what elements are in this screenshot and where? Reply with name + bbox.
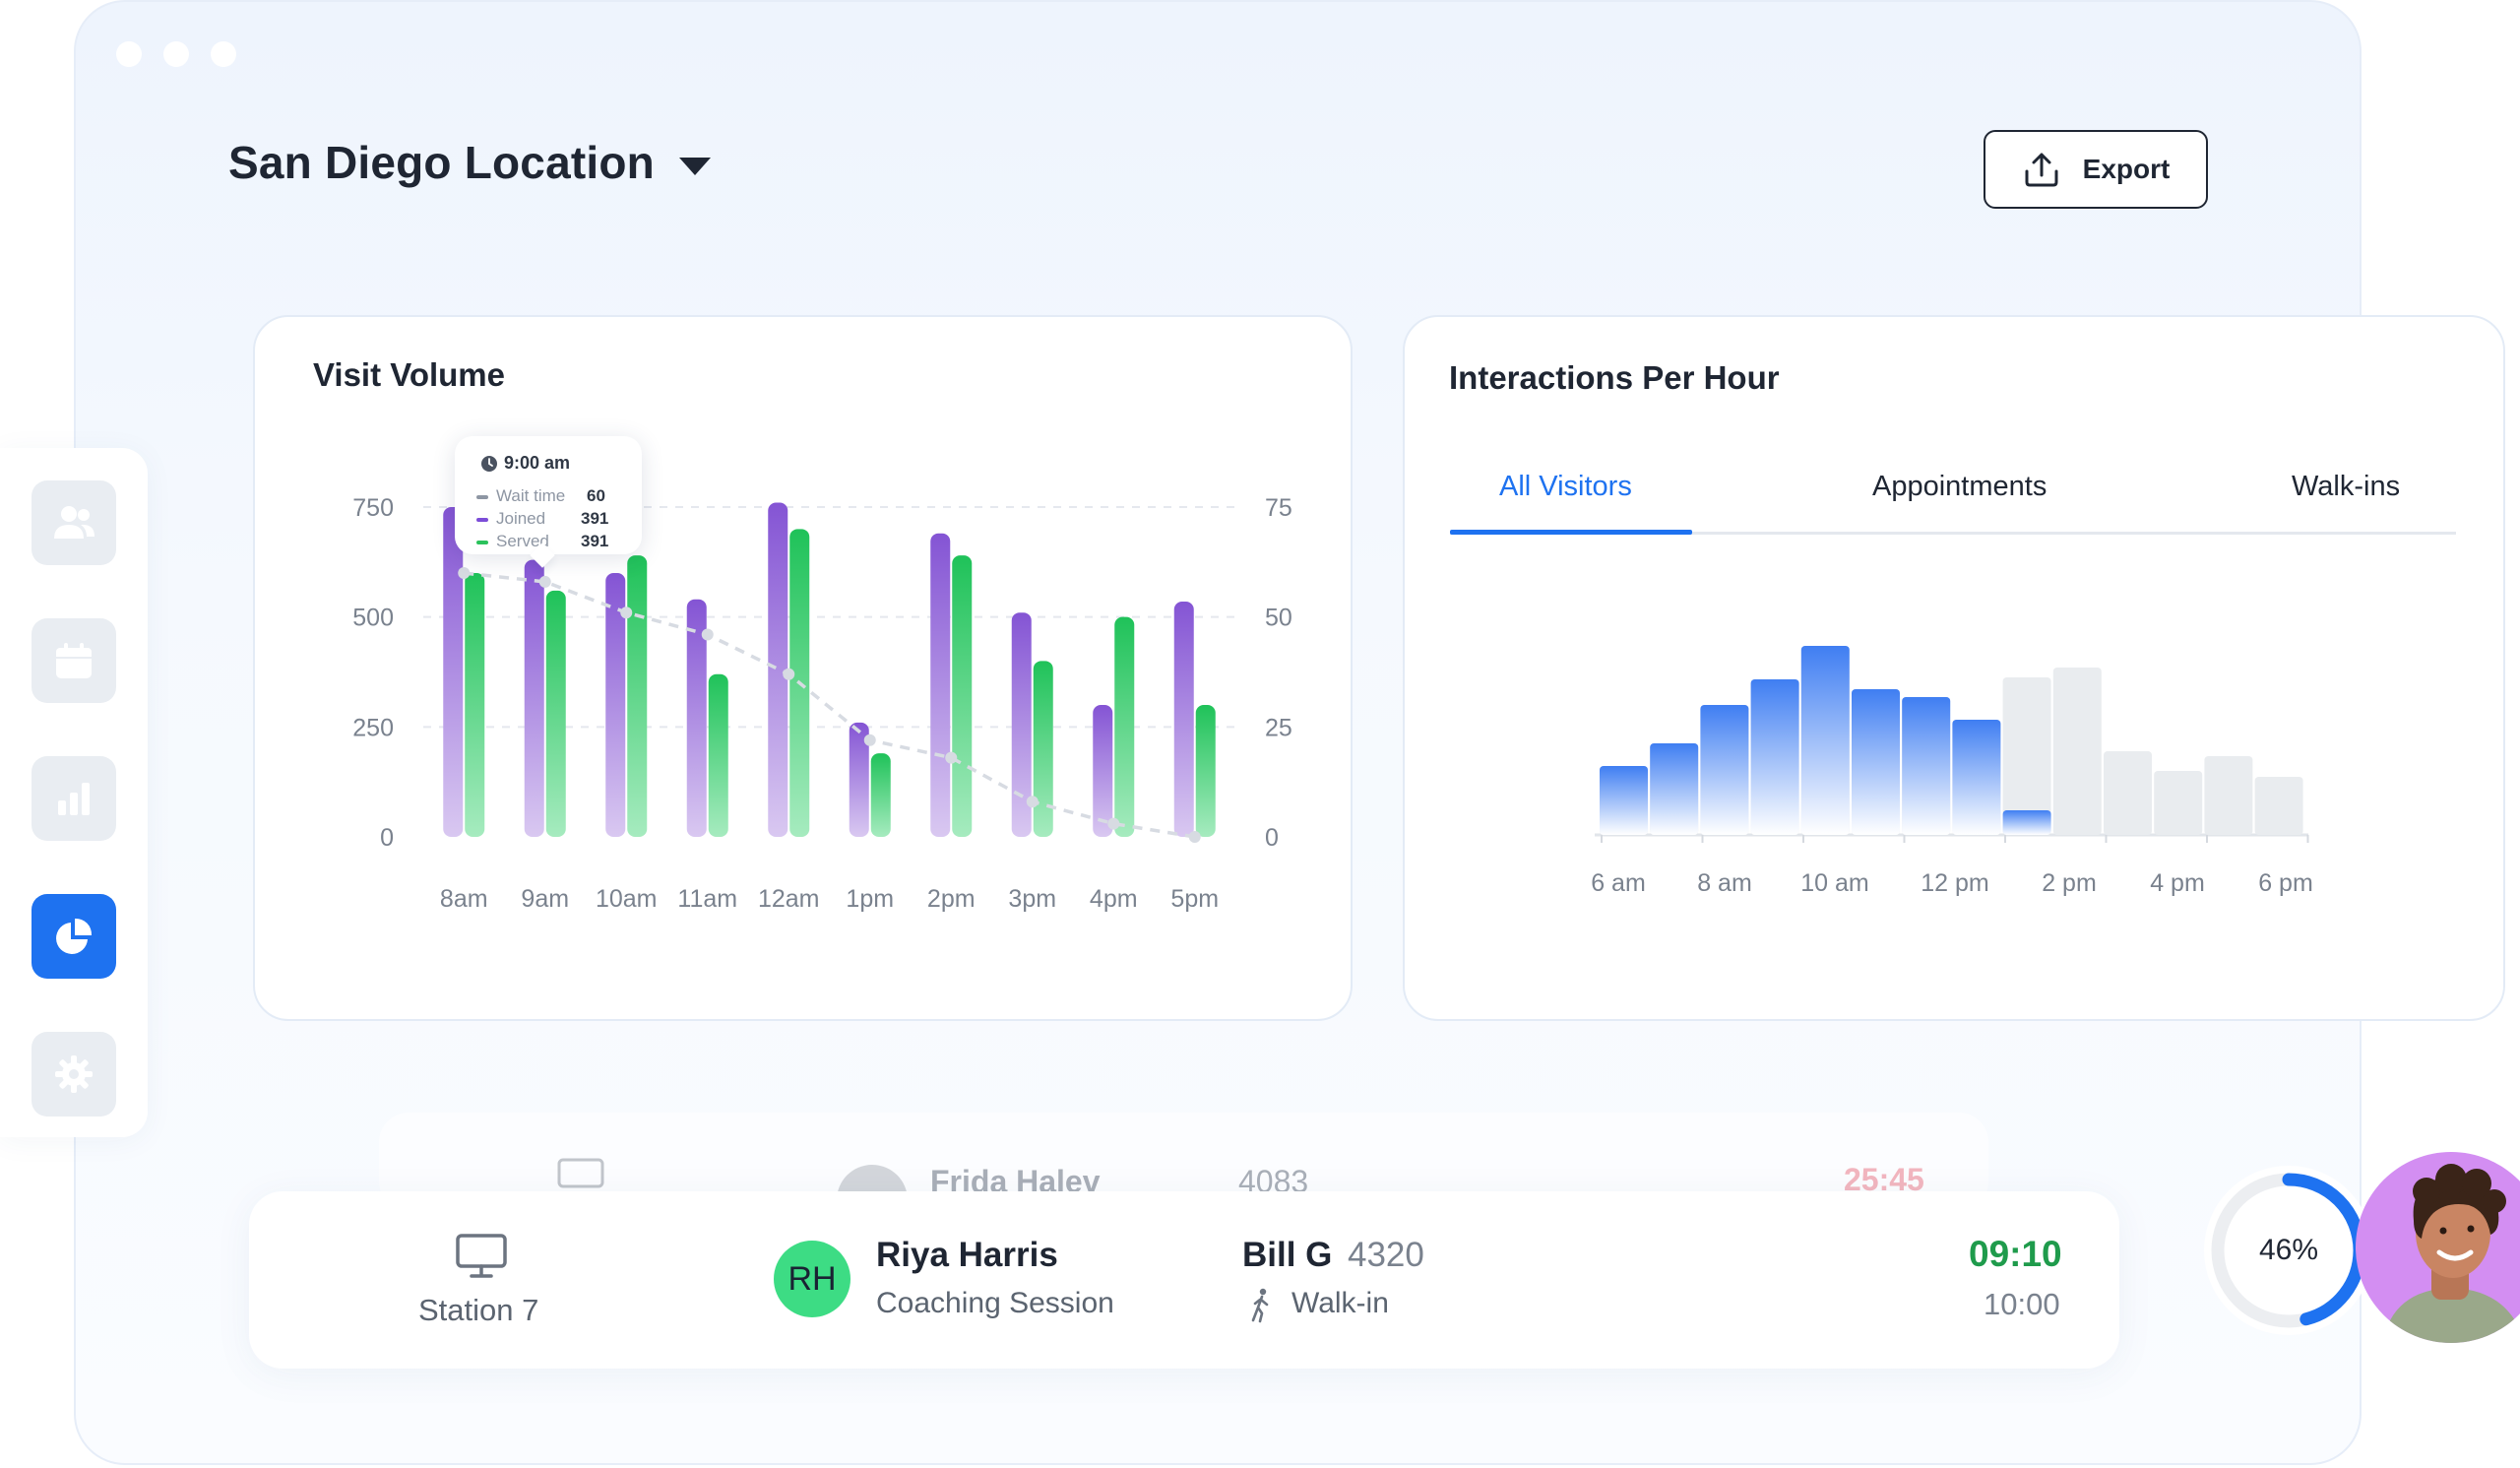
location-dropdown-icon[interactable]: [679, 158, 711, 175]
calendar-icon: [56, 643, 92, 678]
visit-volume-title: Visit Volume: [313, 356, 506, 393]
bar-chart-icon: [58, 783, 90, 815]
tooltip-row-joined: Joined 391: [476, 509, 624, 531]
location-title[interactable]: San Diego Location: [228, 137, 655, 188]
walking-icon: [1251, 1288, 1269, 1323]
users-icon: [54, 506, 94, 539]
sidebar-item-analytics[interactable]: [32, 756, 116, 841]
progress-ring: 46%: [2200, 1162, 2377, 1339]
export-label: Export: [2082, 154, 2171, 184]
sidebar-item-reports[interactable]: [32, 894, 116, 979]
user-photo: [2356, 1152, 2520, 1343]
active-tab-indicator: [1450, 530, 1692, 535]
elapsed-time: 09:10: [1969, 1234, 2062, 1274]
window-dot-close[interactable]: [116, 41, 142, 67]
clock-icon: [481, 456, 497, 472]
chart-tooltip: 9:00 am Wait time 60 Joined 391 Served 3…: [455, 436, 642, 568]
station-label: Station 7: [418, 1293, 539, 1327]
queue-row[interactable]: [249, 1191, 2119, 1369]
tooltip-value-joined: 391: [581, 509, 609, 528]
service-name: Coaching Session: [876, 1287, 1114, 1319]
visitor-avatar: RH: [774, 1241, 850, 1317]
tooltip-value-wait: 60: [587, 486, 605, 505]
gear-icon: [55, 1055, 93, 1093]
legend-swatch-served: [476, 541, 488, 544]
export-button[interactable]: Export: [1984, 130, 2208, 209]
progress-value: 46%: [2258, 1234, 2319, 1266]
interactions-title: Interactions Per Hour: [1449, 359, 1780, 396]
tab-appointments[interactable]: Appointments: [1872, 471, 2048, 502]
tooltip-row-served: Served 391: [476, 532, 624, 553]
tooltip-label-served: Served: [496, 532, 549, 550]
window-controls: [116, 41, 236, 67]
interactions-card: [1403, 315, 2505, 1021]
legend-swatch-wait: [476, 495, 488, 499]
monitor-icon: [456, 1234, 507, 1278]
monitor-icon: [557, 1158, 604, 1188]
staff-name[interactable]: Bill G: [1242, 1236, 1333, 1274]
upload-icon: [2025, 153, 2058, 187]
tooltip-row-wait: Wait time 60: [476, 486, 624, 508]
tab-walk-ins[interactable]: Walk-ins: [2292, 471, 2401, 502]
window-dot-maximize[interactable]: [211, 41, 236, 67]
sidebar-item-settings[interactable]: [32, 1032, 116, 1117]
pie-chart-icon: [56, 918, 93, 954]
legend-swatch-joined: [476, 518, 488, 522]
tooltip-label-wait: Wait time: [496, 486, 566, 505]
tab-all-visitors[interactable]: All Visitors: [1499, 471, 1632, 502]
tooltip-time: 9:00 am: [504, 453, 571, 473]
visitor-name[interactable]: Riya Harris: [876, 1236, 1058, 1274]
interactions-tabs: All Visitors Appointments Walk-ins: [1450, 461, 2456, 535]
visit-type: Walk-in: [1292, 1287, 1389, 1319]
scheduled-time: 10:00: [1984, 1287, 2060, 1321]
sidebar-item-calendar[interactable]: [32, 618, 116, 703]
staff-number: 4320: [1348, 1236, 1424, 1274]
visit-volume-card: [253, 315, 1353, 1021]
tooltip-label-joined: Joined: [496, 509, 546, 528]
sidebar: [0, 448, 148, 1137]
window-dot-minimize[interactable]: [163, 41, 189, 67]
sidebar-item-users[interactable]: [32, 480, 116, 565]
tooltip-value-served: 391: [581, 532, 609, 550]
